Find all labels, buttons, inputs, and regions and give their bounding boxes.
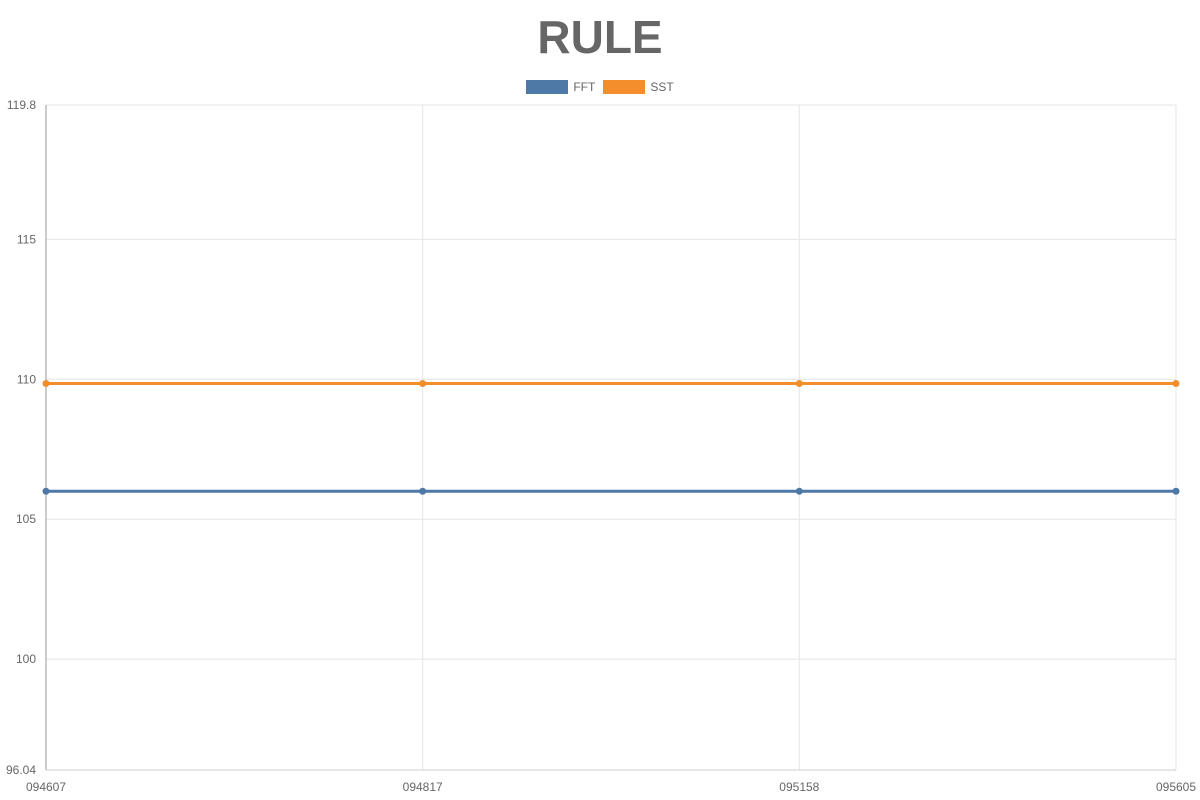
y-tick-label: 105 bbox=[16, 512, 36, 526]
x-tick-label: 094607 bbox=[26, 780, 66, 794]
legend-label-sst: SST bbox=[650, 80, 674, 94]
x-tick-label: 095158 bbox=[779, 780, 819, 794]
legend-item-fft[interactable]: FFT bbox=[526, 80, 595, 94]
data-point-sst bbox=[42, 379, 50, 387]
x-tick-label: 095605 bbox=[1156, 780, 1196, 794]
chart-title: RULE bbox=[537, 11, 663, 63]
data-point-sst bbox=[1172, 379, 1180, 387]
data-point-fft bbox=[419, 487, 427, 495]
legend-label-fft: FFT bbox=[573, 80, 596, 94]
legend-item-sst[interactable]: SST bbox=[603, 80, 674, 94]
y-tick-label: 100 bbox=[16, 652, 36, 666]
data-point-fft bbox=[42, 487, 50, 495]
chart-legend: FFT SST bbox=[0, 80, 1200, 94]
y-tick-label: 115 bbox=[17, 232, 36, 246]
data-point-sst bbox=[419, 379, 427, 387]
y-tick-label: 96.04 bbox=[6, 763, 36, 777]
data-point-sst bbox=[795, 379, 803, 387]
x-tick-label: 094817 bbox=[403, 780, 443, 794]
legend-swatch-fft bbox=[526, 80, 569, 94]
legend-swatch-sst bbox=[603, 80, 646, 94]
data-point-fft bbox=[1172, 487, 1180, 495]
data-point-fft bbox=[795, 487, 803, 495]
y-tick-label: 110 bbox=[17, 372, 36, 386]
y-tick-label: 119.8 bbox=[7, 98, 36, 112]
